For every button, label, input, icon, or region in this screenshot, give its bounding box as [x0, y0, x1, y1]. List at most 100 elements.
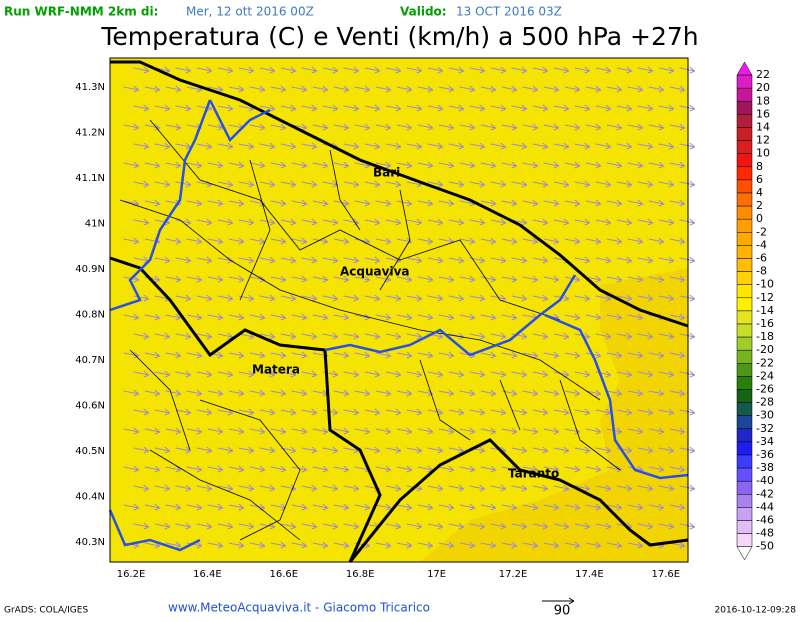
wind-arrow: [679, 142, 696, 150]
wind-arrow: [648, 275, 665, 283]
wind-arrow: [637, 104, 654, 112]
wind-arrow: [396, 199, 413, 207]
wind-arrow: [165, 237, 182, 245]
wind-arrow: [585, 237, 602, 245]
wind-arrow: [574, 446, 591, 454]
wind-arrow: [511, 256, 528, 264]
wind-arrow: [322, 256, 339, 264]
wind-arrow: [553, 180, 570, 188]
wind-arrow: [196, 256, 213, 264]
wind-arrow: [637, 522, 654, 530]
colorbar-label: -46: [756, 514, 774, 527]
wind-arrow: [175, 332, 192, 340]
wind-arrow: [364, 180, 381, 188]
colorbar-swatch: [736, 494, 753, 508]
wind-arrow: [417, 541, 434, 549]
wind-arrow: [606, 313, 623, 321]
wind-arrow: [396, 123, 413, 131]
wind-arrow: [574, 522, 591, 530]
colorbar-label: 6: [756, 173, 763, 186]
lon-label: 17.2E: [499, 569, 528, 580]
lat-label: 40.3N: [75, 537, 105, 548]
colorbar-label: -40: [756, 474, 774, 487]
wind-arrow: [585, 161, 602, 169]
wind-arrow: [291, 85, 308, 93]
wind-arrow: [291, 389, 308, 397]
colorbar-swatch: [736, 61, 753, 76]
colorbar-label: -4: [756, 238, 767, 251]
wind-arrow: [406, 256, 423, 264]
colorbar-swatch: [736, 258, 753, 272]
wind-arrow: [343, 370, 360, 378]
wind-arrow: [123, 503, 140, 511]
wind-arrow: [364, 66, 381, 74]
wind-arrow: [574, 484, 591, 492]
colorbar-swatch: [736, 389, 753, 403]
wind-arrow: [564, 503, 581, 511]
colorbar-label: -20: [756, 343, 774, 356]
wind-arrow: [186, 427, 203, 435]
wind-arrow: [280, 142, 297, 150]
wind-arrow: [406, 104, 423, 112]
wind-arrow: [186, 237, 203, 245]
wind-arrow: [301, 256, 318, 264]
wind-arrow: [396, 427, 413, 435]
wind-arrow: [480, 237, 497, 245]
wind-arrow: [469, 332, 486, 340]
wind-arrow: [658, 104, 675, 112]
wind-arrow: [585, 427, 602, 435]
wind-arrow: [238, 484, 255, 492]
wind-arrow: [280, 294, 297, 302]
colorbar-label: 4: [756, 186, 763, 199]
wind-arrow: [469, 370, 486, 378]
wind-arrow: [154, 332, 171, 340]
longitude-labels: 16.2E 16.4E 16.6E 16.8E 17E 17.2E 17.4E 17.6E: [117, 569, 680, 580]
wind-arrow: [207, 427, 224, 435]
wind-arrow: [501, 237, 518, 245]
wind-arrow: [133, 294, 150, 302]
lat-label: 41.1N: [75, 173, 105, 184]
wind-arrow: [637, 256, 654, 264]
wind-arrow: [669, 503, 686, 511]
wind-arrow: [627, 389, 644, 397]
wind-arrow: [553, 408, 570, 416]
wind-arrow: [469, 218, 486, 226]
wind-arrow: [217, 332, 234, 340]
wind-arrow: [511, 142, 528, 150]
wind-arrow: [669, 199, 686, 207]
wind-arrow: [532, 256, 549, 264]
colorbar-label: -24: [756, 369, 774, 382]
wind-arrow: [448, 104, 465, 112]
lon-label: 17E: [427, 569, 446, 580]
wind-arrow: [658, 142, 675, 150]
wind-arrow: [385, 522, 402, 530]
wind-arrow: [154, 370, 171, 378]
wind-arrow: [364, 218, 381, 226]
wind-arrow: [543, 199, 560, 207]
wind-arrow: [312, 275, 329, 283]
timestamp: 2016-10-12-09:28: [715, 606, 797, 616]
wind-arrow: [490, 66, 507, 74]
wind-arrow: [322, 294, 339, 302]
wind-arrow: [564, 313, 581, 321]
wind-arrow: [207, 123, 224, 131]
wind-arrow: [280, 408, 297, 416]
wind-arrow: [459, 427, 476, 435]
wind-arrow: [186, 275, 203, 283]
wind-arrow: [333, 237, 350, 245]
wind-arrow: [375, 237, 392, 245]
colorbar-label: -50: [756, 540, 774, 553]
colorbar-swatch: [736, 323, 753, 338]
wind-arrow: [501, 427, 518, 435]
wind-arrow: [511, 294, 528, 302]
colorbar-swatch: [736, 153, 753, 168]
wind-arrow: [217, 142, 234, 150]
colorbar-swatch: [736, 297, 753, 312]
wind-arrow: [532, 142, 549, 150]
wind-arrow: [375, 351, 392, 359]
wind-arrow: [543, 161, 560, 169]
wind-arrow: [595, 522, 612, 530]
wind-arrow: [123, 199, 140, 207]
wind-arrow: [658, 484, 675, 492]
wind-arrow: [207, 237, 224, 245]
